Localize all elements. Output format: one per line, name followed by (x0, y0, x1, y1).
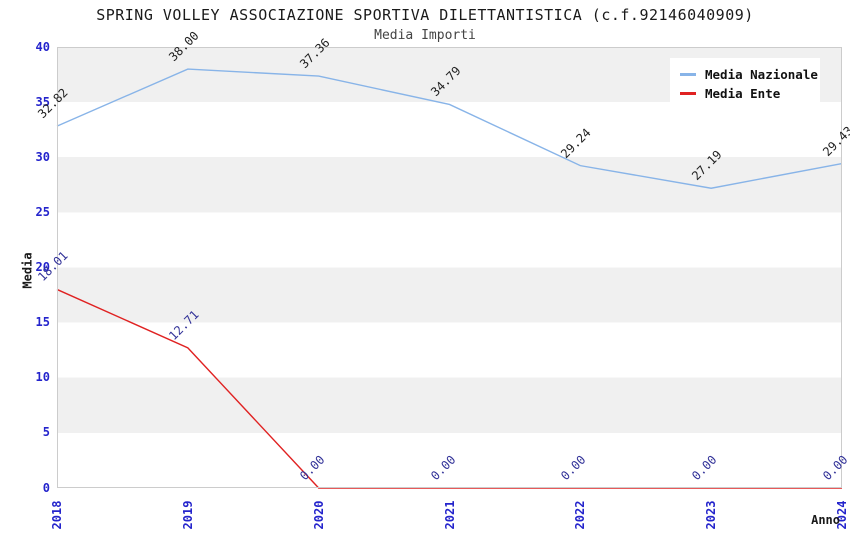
legend-label: Media Ente (705, 86, 781, 101)
y-tick-label: 25 (35, 204, 50, 219)
x-tick-label: 2020 (311, 500, 326, 530)
x-tick-label: 2018 (50, 500, 64, 530)
legend-label: Media Nazionale (705, 67, 818, 82)
plot-area (56, 47, 843, 489)
y-tick-label: 10 (35, 370, 50, 385)
x-tick-label: 2019 (180, 500, 195, 530)
line-series-canvas (56, 68, 843, 489)
legend: Media Nazionale Media Ente (670, 58, 820, 110)
y-tick-label: 30 (35, 149, 50, 164)
x-axis-title: Anno (811, 513, 840, 527)
y-tick-label: 15 (35, 315, 50, 330)
ente-line-swatch-icon (680, 92, 696, 95)
nazionale-line-swatch-icon (680, 73, 696, 76)
chart-title: SPRING VOLLEY ASSOCIAZIONE SPORTIVA DILE… (96, 6, 754, 24)
y-tick-label: 40 (35, 39, 50, 54)
y-tick-label: 5 (42, 425, 50, 440)
ente-line (56, 288, 842, 489)
y-tick-label: 0 (42, 480, 50, 495)
y-tick-label: 20 (35, 260, 50, 274)
y-axis-title: Media (20, 252, 35, 289)
x-tick-label: 2023 (704, 500, 719, 530)
legend-item-nazionale: Media Nazionale (680, 65, 818, 84)
chart-subtitle: Media Importi (374, 28, 476, 43)
legend-item-ente: Media Ente (680, 84, 810, 103)
nazionale-line (56, 68, 843, 189)
x-tick-label: 2022 (573, 500, 588, 530)
y-tick-label: 35 (35, 94, 50, 109)
x-tick-label: 2021 (442, 500, 457, 530)
